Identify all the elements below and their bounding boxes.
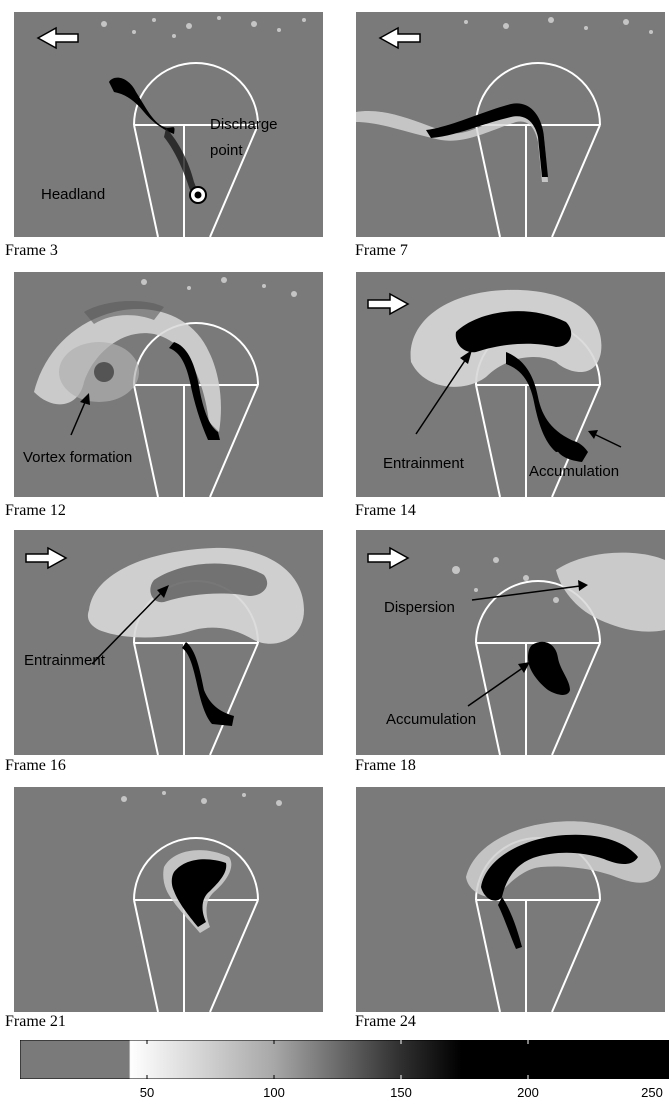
frame-7-image — [356, 17, 653, 237]
caption-frame-24: Frame 24 — [355, 1013, 416, 1030]
annotation-point: point — [210, 142, 243, 159]
frame-16-image — [25, 546, 304, 755]
frame-21-image — [121, 791, 282, 1012]
dispersion-18-arrow — [467, 580, 588, 707]
frame-14-image — [367, 289, 602, 497]
colorbar — [20, 1040, 669, 1079]
frame-12-image — [34, 277, 297, 497]
annotation-discharge: Discharge — [210, 116, 278, 133]
colorbar-tick-50: 50 — [139, 1085, 155, 1100]
annotation-entrainment-16: Entrainment — [24, 652, 105, 669]
colorbar-tick-200: 200 — [517, 1085, 539, 1100]
panel-frame-21 — [14, 787, 323, 1012]
annotation-accumulation-18: Accumulation — [386, 711, 477, 728]
annotation-accumulation-14: Accumulation — [529, 463, 620, 480]
caption-frame-12: Frame 12 — [5, 502, 66, 519]
caption-frame-16: Frame 16 — [5, 757, 66, 774]
panel-frame-12: Vortex formation — [14, 272, 323, 497]
annotation-dispersion-18: Dispersion — [384, 599, 455, 616]
panel-frame-18: Dispersion Accumulation — [356, 530, 665, 755]
panel-frame-24 — [356, 787, 665, 1012]
frame-18-image — [367, 546, 665, 755]
entrainment-16-arrow — [91, 585, 169, 665]
frame-3-image — [36, 16, 306, 237]
entrainment-14-arrow — [415, 350, 622, 448]
caption-frame-3: Frame 3 — [5, 242, 58, 259]
colorbar-tick-150: 150 — [390, 1085, 412, 1100]
colorbar-tick-250: 250 — [641, 1085, 663, 1100]
panel-frame-14: Entrainment Accumulation — [356, 272, 665, 497]
frame-24-image — [466, 821, 661, 1012]
caption-frame-7: Frame 7 — [355, 242, 408, 259]
colorbar-gradient — [20, 1040, 669, 1079]
annotation-headland: Headland — [41, 186, 106, 203]
panel-frame-16: Entrainment — [14, 530, 323, 755]
caption-frame-14: Frame 14 — [355, 502, 416, 519]
annotation-entrainment-14: Entrainment — [383, 455, 464, 472]
caption-frame-21: Frame 21 — [5, 1013, 66, 1030]
panel-frame-3: Discharge point Headland — [14, 12, 323, 237]
colorbar-tick-100: 100 — [263, 1085, 285, 1100]
caption-frame-18: Frame 18 — [355, 757, 416, 774]
panel-frame-7 — [356, 12, 665, 237]
vortex-arrow — [70, 393, 90, 436]
annotation-vortex-formation: Vortex formation — [23, 449, 133, 466]
